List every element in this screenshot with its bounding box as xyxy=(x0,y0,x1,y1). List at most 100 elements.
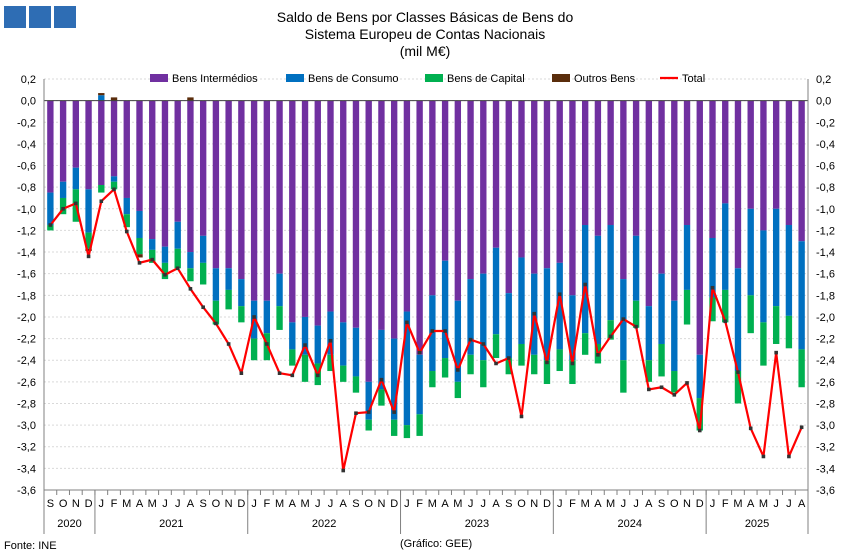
total-point xyxy=(748,426,753,431)
bar-segment xyxy=(365,419,372,431)
bar-segment xyxy=(238,279,245,307)
bar-segment xyxy=(671,100,678,301)
bar-segment xyxy=(72,100,80,168)
bar-segment xyxy=(620,100,627,280)
total-point xyxy=(583,282,587,287)
x-tick-label: J xyxy=(557,498,563,510)
total-point xyxy=(112,187,116,192)
x-tick-label: J xyxy=(251,498,257,510)
bar-segment xyxy=(722,100,729,204)
total-point xyxy=(456,368,460,372)
y-tick-label-right: -1,8 xyxy=(816,290,835,302)
bar-segment xyxy=(747,208,754,296)
bar-segment xyxy=(632,100,640,236)
bar-segment xyxy=(760,230,767,323)
y-tick-label-right: 0,2 xyxy=(816,74,831,86)
x-tick-label: F xyxy=(416,498,423,510)
total-point xyxy=(774,350,778,355)
bar-segment xyxy=(161,262,169,280)
total-point xyxy=(468,337,473,342)
bar-segment xyxy=(289,349,296,366)
x-tick-label: J xyxy=(621,498,627,510)
x-tick-label: J xyxy=(404,498,410,510)
bar-segment xyxy=(531,354,538,375)
bar-segment xyxy=(136,254,143,258)
bar-segment xyxy=(785,315,793,349)
legend-label: Outros Bens xyxy=(574,73,636,85)
bar-segment xyxy=(174,248,181,269)
x-tick-label: M xyxy=(300,498,309,510)
total-point xyxy=(366,410,371,414)
x-tick-label: M xyxy=(148,498,157,510)
total-point xyxy=(150,257,155,262)
total-point xyxy=(303,343,307,347)
total-point xyxy=(710,285,715,290)
y-tick-label-left: -2,2 xyxy=(17,334,36,346)
bar-segment xyxy=(683,225,691,290)
bar-segment xyxy=(212,268,220,301)
bar-segment xyxy=(174,221,181,249)
y-tick-label-right: -2,2 xyxy=(816,334,835,346)
logo-square-icon xyxy=(54,6,76,28)
x-tick-label: J xyxy=(162,498,168,510)
bar-segment xyxy=(187,268,194,282)
chart-legend: Bens Intermédios Bens de Consumo Bens de C… xyxy=(150,73,705,85)
y-tick-label-left: -3,0 xyxy=(17,420,36,432)
y-tick-label-left: -0,6 xyxy=(17,161,36,173)
total-point xyxy=(315,373,320,378)
x-tick-label: J xyxy=(633,498,639,510)
bar-segment xyxy=(518,343,525,366)
source-note: Fonte: INE xyxy=(4,540,57,552)
total-point xyxy=(201,305,205,310)
y-tick-label-right: -1,6 xyxy=(816,269,835,281)
chart-bars xyxy=(47,93,805,439)
total-point xyxy=(48,223,53,227)
bar-segment xyxy=(607,100,614,226)
bar-segment xyxy=(798,100,805,242)
bar-segment xyxy=(480,100,487,274)
total-point xyxy=(621,317,626,321)
y-tick-label-right: -0,4 xyxy=(816,139,835,151)
x-tick-label: A xyxy=(594,498,602,510)
bar-segment xyxy=(632,235,640,301)
bar-segment xyxy=(429,100,436,296)
total-point xyxy=(341,468,346,473)
total-point xyxy=(608,334,613,339)
bar-segment xyxy=(581,225,589,334)
x-tick-label: O xyxy=(517,498,526,510)
total-point xyxy=(124,229,129,234)
bar-segment xyxy=(263,100,271,301)
x-tick-label: S xyxy=(658,498,665,510)
y-tick-label-right: -3,4 xyxy=(816,463,835,475)
bar-segment xyxy=(110,97,118,101)
bar-segment xyxy=(47,100,54,193)
bar-segment xyxy=(225,268,232,290)
total-point xyxy=(596,353,600,357)
chart-title: Saldo de Bens por Classes Básicas de Ben… xyxy=(0,9,850,60)
legend-swatch xyxy=(150,74,168,82)
bar-segment xyxy=(72,167,80,190)
bar-segment xyxy=(492,100,500,248)
bar-segment xyxy=(760,100,767,231)
y-tick-label-left: -1,6 xyxy=(17,269,36,281)
bar-segment xyxy=(136,210,143,238)
y-tick-label-left: -1,0 xyxy=(17,204,36,216)
y-tick-label-left: -1,8 xyxy=(17,290,36,302)
x-tick-label: D xyxy=(543,498,551,510)
x-tick-label: N xyxy=(377,498,385,510)
bar-segment xyxy=(340,100,347,323)
x-tick-label: N xyxy=(683,498,691,510)
total-point xyxy=(570,361,575,366)
bar-segment xyxy=(543,268,551,361)
y-tick-label-left: -3,6 xyxy=(17,485,36,497)
bar-segment xyxy=(747,100,754,209)
total-line-layer xyxy=(48,187,804,473)
y-tick-label-right: -3,6 xyxy=(816,485,835,497)
bar-segment xyxy=(276,306,283,330)
total-point xyxy=(532,311,537,316)
x-tick-label: A xyxy=(492,498,500,510)
y-tick-label-left: -0,4 xyxy=(17,139,36,151)
bar-segment xyxy=(98,100,105,185)
x-tick-label: D xyxy=(696,498,704,510)
year-label: 2024 xyxy=(617,518,641,530)
